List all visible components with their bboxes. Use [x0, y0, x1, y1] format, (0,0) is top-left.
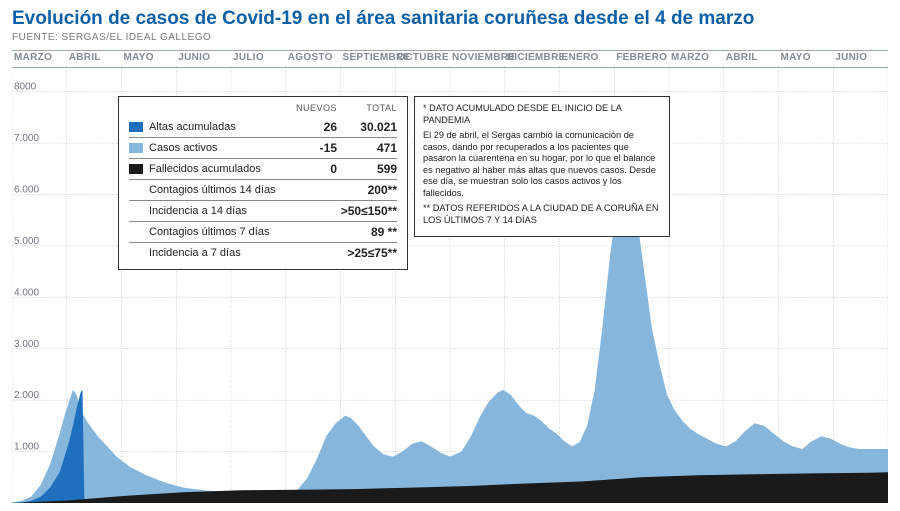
legend-hdr-nuevos: NUEVOS [287, 103, 343, 113]
svg-text:5.000: 5.000 [14, 236, 39, 247]
month-label: DICIEMBRE [507, 52, 566, 63]
month-label: MAYO [124, 52, 154, 63]
month-label: MARZO [14, 52, 52, 63]
note-line-2: El 29 de abril, el Sergas cambió la comu… [423, 130, 661, 199]
legend-value: >25≤75** [287, 246, 397, 260]
legend-swatch [129, 248, 143, 258]
legend-box: NUEVOS TOTAL Altas acumuladas2630.021Cas… [118, 96, 408, 270]
legend-swatch [129, 122, 143, 132]
month-label: MARZO [671, 52, 709, 63]
chart-source: FUENTE: SERGAS/EL IDEAL GALLEGO [12, 32, 888, 43]
svg-text:1.000: 1.000 [14, 442, 39, 453]
month-label: OCTUBRE [397, 52, 449, 63]
svg-text:8000: 8000 [14, 82, 37, 93]
month-label: ABRIL [726, 52, 758, 63]
legend-hdr-total: TOTAL [343, 103, 397, 113]
legend-label: Fallecidos acumulados [149, 163, 287, 175]
legend-header: NUEVOS TOTAL [129, 103, 397, 113]
note-line-3: ** DATOS REFERIDOS A LA CIUDAD DE A CORU… [423, 203, 661, 226]
legend-label: Casos activos [149, 142, 287, 154]
legend-row: Contagios últimos 7 días89 ** [129, 222, 397, 243]
legend-total: 471 [343, 141, 397, 155]
legend-row: Contagios últimos 14 días200** [129, 180, 397, 201]
chart-title: Evolución de casos de Covid-19 en el áre… [12, 8, 888, 30]
month-label: JUNIO [178, 52, 210, 63]
legend-label: Incidencia a 14 días [149, 205, 287, 217]
svg-text:6.000: 6.000 [14, 185, 39, 196]
month-label: JULIO [233, 52, 264, 63]
legend-total: 30.021 [343, 120, 397, 134]
svg-text:7.000: 7.000 [14, 133, 39, 144]
legend-swatch [129, 143, 143, 153]
note-line-1: * DATO ACUMULADO DESDE EL INICIO DE LA P… [423, 103, 661, 126]
legend-label: Contagios últimos 14 días [149, 184, 287, 196]
legend-nuevos: -15 [287, 141, 343, 155]
legend-swatch [129, 164, 143, 174]
legend-row: Incidencia a 7 días>25≤75** [129, 243, 397, 263]
legend-label: Altas acumuladas [149, 121, 287, 133]
legend-total: 599 [343, 162, 397, 176]
svg-text:3.000: 3.000 [14, 339, 39, 350]
svg-text:4.000: 4.000 [14, 287, 39, 298]
legend-value: 200** [287, 183, 397, 197]
month-label: AGOSTO [288, 52, 333, 63]
legend-label: Incidencia a 7 días [149, 247, 287, 259]
legend-swatch [129, 227, 143, 237]
legend-swatch [129, 185, 143, 195]
legend-value: 89 ** [287, 225, 397, 239]
legend-row: Casos activos-15471 [129, 138, 397, 159]
month-label: JUNIO [835, 52, 867, 63]
svg-text:2.000: 2.000 [14, 390, 39, 401]
legend-row: Fallecidos acumulados0599 [129, 159, 397, 180]
legend-value: >50≤150** [287, 204, 397, 218]
month-label: ABRIL [69, 52, 101, 63]
month-label: FEBRERO [616, 52, 667, 63]
legend-swatch [129, 206, 143, 216]
legend-nuevos: 26 [287, 120, 343, 134]
legend-row: Altas acumuladas2630.021 [129, 117, 397, 138]
month-label: ENERO [562, 52, 599, 63]
month-label: MAYO [781, 52, 811, 63]
legend-label: Contagios últimos 7 días [149, 226, 287, 238]
legend-nuevos: 0 [287, 162, 343, 176]
legend-row: Incidencia a 14 días>50≤150** [129, 201, 397, 222]
note-box: * DATO ACUMULADO DESDE EL INICIO DE LA P… [414, 96, 670, 237]
